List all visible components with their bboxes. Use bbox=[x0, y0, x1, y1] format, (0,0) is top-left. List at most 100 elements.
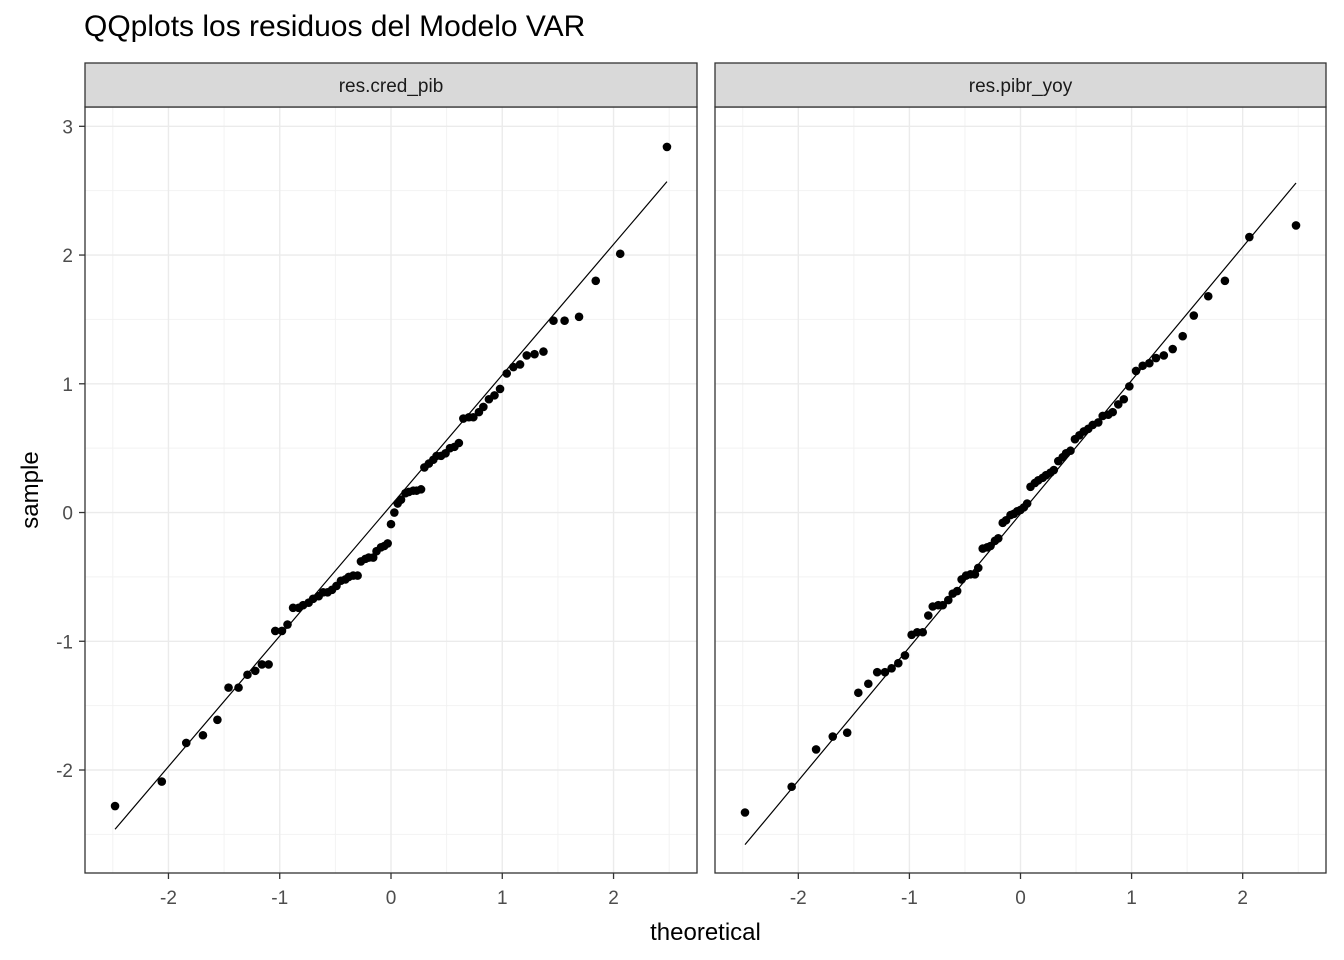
qq-point bbox=[938, 600, 948, 610]
qq-point bbox=[828, 732, 838, 741]
qq-point bbox=[250, 666, 260, 676]
qq-point bbox=[1093, 418, 1103, 427]
qq-point bbox=[198, 730, 208, 740]
qq-point bbox=[530, 349, 539, 359]
qq-point bbox=[157, 777, 167, 786]
qq-point bbox=[515, 360, 525, 369]
x-axis-title: theoretical bbox=[650, 919, 761, 946]
qq-point bbox=[1220, 276, 1230, 286]
qq-point bbox=[277, 626, 287, 636]
qq-point bbox=[549, 316, 558, 326]
qq-point bbox=[1108, 407, 1118, 417]
qq-point bbox=[353, 571, 362, 580]
qq-point bbox=[110, 801, 120, 811]
qq-point bbox=[368, 553, 378, 562]
qq-point bbox=[973, 563, 983, 573]
qq-point bbox=[386, 519, 396, 529]
qq-point bbox=[842, 728, 852, 737]
qq-point bbox=[416, 485, 426, 494]
x-tick-label: -2 bbox=[160, 888, 177, 909]
x-tick-label: -1 bbox=[901, 888, 918, 909]
y-tick-label: -1 bbox=[56, 632, 73, 653]
qq-point bbox=[900, 651, 910, 660]
qq-reference-line bbox=[114, 181, 668, 830]
y-tick-label: 1 bbox=[62, 375, 73, 396]
qq-point bbox=[509, 362, 518, 372]
qq-point bbox=[740, 808, 750, 817]
x-tick-label: -1 bbox=[271, 888, 288, 909]
qq-point bbox=[1151, 353, 1161, 363]
y-tick-label: -2 bbox=[56, 761, 73, 782]
qq-point bbox=[243, 670, 252, 680]
chart-title: QQplots los residuos del Modelo VAR bbox=[84, 10, 586, 43]
qq-point bbox=[662, 142, 672, 152]
qq-point bbox=[502, 369, 512, 378]
qq-point bbox=[872, 667, 882, 677]
y-tick-label: 3 bbox=[62, 117, 73, 138]
qq-point bbox=[943, 595, 953, 605]
qq-point bbox=[970, 570, 980, 579]
qq-point bbox=[469, 412, 478, 422]
qq-point bbox=[283, 620, 292, 629]
x-tick-label: 0 bbox=[1015, 888, 1026, 909]
qq-point bbox=[383, 539, 392, 548]
x-tick-label: 2 bbox=[1237, 888, 1248, 909]
qq-point bbox=[615, 249, 625, 259]
qq-point bbox=[1119, 394, 1129, 404]
facet-panel-2: res.pibr_yoy -2 -1 0 1 2 bbox=[714, 62, 1327, 909]
facet-panel-1: res.cred_pib -2 -1 0 1 2 -2 -1 0 1 2 3 bbox=[56, 62, 698, 909]
qq-point bbox=[1203, 291, 1213, 301]
qq-point bbox=[1125, 382, 1134, 391]
qq-point bbox=[257, 660, 267, 669]
qq-point bbox=[1168, 344, 1177, 354]
qq-point bbox=[224, 683, 233, 692]
qq-point bbox=[1145, 358, 1154, 368]
qq-point bbox=[396, 495, 406, 504]
qq-point bbox=[894, 658, 903, 668]
qq-point bbox=[1131, 366, 1141, 376]
qq-point bbox=[490, 391, 499, 400]
qq-point bbox=[264, 660, 273, 669]
x-tick-label: 0 bbox=[386, 888, 397, 909]
y-axis-title: sample bbox=[17, 451, 44, 528]
qq-point bbox=[887, 664, 896, 673]
qq-point bbox=[923, 611, 933, 620]
qq-point bbox=[864, 679, 873, 689]
qq-point bbox=[811, 745, 821, 754]
qq-point bbox=[1113, 400, 1123, 409]
qq-point bbox=[522, 351, 532, 360]
qq-point bbox=[918, 627, 928, 637]
qq-point bbox=[454, 438, 464, 448]
x-tick-label: 1 bbox=[1126, 888, 1137, 909]
x-tick-label: 1 bbox=[497, 888, 508, 909]
qq-point bbox=[787, 782, 796, 792]
qq-point bbox=[390, 508, 399, 517]
qq-point bbox=[1138, 361, 1147, 371]
y-tick-label: 2 bbox=[62, 246, 73, 267]
qq-point bbox=[591, 276, 601, 286]
qq-point bbox=[1049, 465, 1059, 475]
qq-point bbox=[993, 533, 1003, 543]
facet-strip bbox=[714, 62, 1327, 108]
facet-strip bbox=[84, 62, 698, 108]
qq-point bbox=[479, 402, 488, 412]
qq-point bbox=[854, 688, 863, 698]
qq-point bbox=[539, 347, 548, 356]
qq-point bbox=[495, 384, 505, 394]
qq-point bbox=[181, 738, 191, 748]
x-tick-label: 2 bbox=[608, 888, 619, 909]
y-tick-label: 0 bbox=[62, 504, 73, 525]
qq-point bbox=[1178, 331, 1187, 341]
qq-point bbox=[1022, 499, 1032, 508]
qq-point bbox=[1291, 221, 1301, 230]
qq-point bbox=[1066, 446, 1075, 456]
qq-point bbox=[880, 667, 890, 677]
facet-strip-label: res.cred_pib bbox=[339, 76, 444, 97]
qq-point bbox=[574, 312, 584, 322]
x-tick-label: -2 bbox=[790, 888, 807, 909]
qq-point bbox=[270, 626, 280, 636]
qq-point bbox=[234, 683, 243, 692]
qq-point bbox=[1189, 311, 1199, 320]
qq-point bbox=[1245, 232, 1254, 242]
